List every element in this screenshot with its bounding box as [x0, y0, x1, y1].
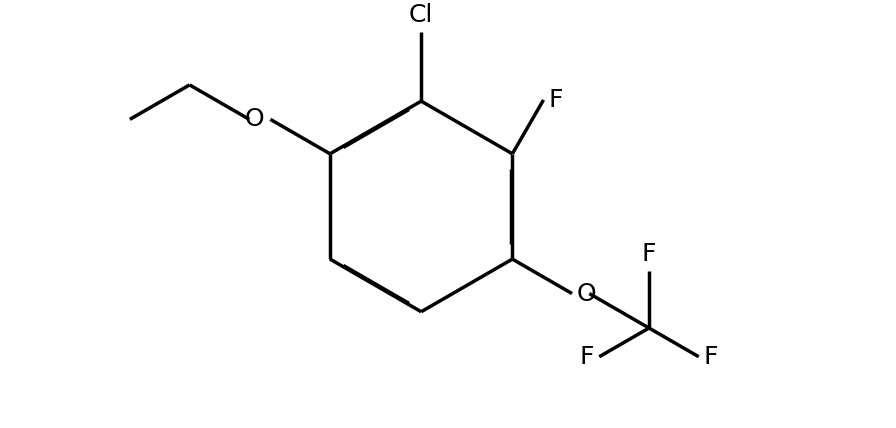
Text: F: F [703, 345, 718, 369]
Text: F: F [580, 345, 594, 369]
Text: F: F [642, 242, 656, 266]
Text: O: O [245, 107, 264, 131]
Text: O: O [577, 282, 597, 306]
Text: Cl: Cl [409, 3, 434, 27]
Text: F: F [548, 88, 563, 112]
